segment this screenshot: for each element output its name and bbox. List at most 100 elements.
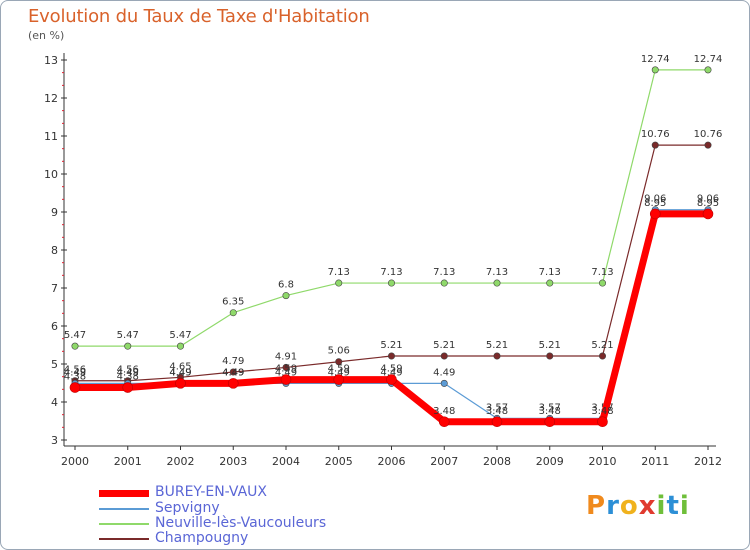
series-point: [597, 416, 608, 428]
series-point: [440, 379, 448, 387]
series-point: [651, 141, 659, 149]
series-point: [333, 374, 345, 385]
series-point: [704, 141, 712, 149]
data-label: 5.06: [328, 346, 350, 357]
x-tick-label: 2000: [61, 455, 89, 468]
series-point: [440, 352, 448, 360]
x-tick-label: 2010: [589, 455, 617, 468]
legend-label: Champougny: [155, 530, 249, 546]
series-line-2: [75, 69, 708, 347]
data-label: 5.21: [539, 340, 561, 351]
data-label: 5.47: [117, 330, 139, 341]
data-label: 4.91: [275, 351, 297, 362]
y-tick-label: 4: [51, 396, 58, 409]
data-label: 3.57: [486, 402, 508, 413]
x-tick-label: 2004: [272, 455, 300, 468]
series-point: [649, 208, 661, 220]
legend-label: BUREY-EN-VAUX: [155, 484, 268, 500]
series-point: [177, 342, 185, 350]
series-point: [335, 279, 343, 287]
series-point: [227, 378, 239, 389]
data-label: 4.38: [117, 372, 139, 383]
series-point: [387, 279, 395, 287]
y-tick-label: 7: [51, 282, 58, 295]
data-label: 7.13: [433, 267, 455, 278]
legend-label: Sepvigny: [155, 500, 220, 516]
data-label: 5.21: [433, 340, 455, 351]
data-label: 8.95: [644, 198, 666, 209]
series-point: [280, 374, 292, 385]
data-label: 7.13: [380, 267, 402, 278]
series-point: [493, 352, 501, 360]
data-label: 3.48: [433, 406, 455, 417]
series-point: [702, 208, 714, 220]
data-label: 3.48: [539, 406, 561, 417]
series-point: [598, 352, 606, 360]
data-label: 7.13: [328, 267, 350, 278]
data-label: 4.49: [169, 367, 191, 378]
series-point: [229, 368, 237, 376]
x-tick-label: 2009: [536, 455, 564, 468]
data-label: 5.47: [64, 330, 86, 341]
data-label: 4.49: [222, 367, 244, 378]
logo-letter: i: [679, 491, 690, 521]
data-label: 5.21: [486, 340, 508, 351]
logo-letter: x: [638, 491, 657, 521]
series-point: [491, 416, 503, 428]
data-label: 3.57: [539, 402, 561, 413]
chart-unit: (en %): [28, 29, 65, 42]
y-tick-label: 3: [51, 434, 58, 447]
data-label: 12.74: [641, 54, 670, 65]
logo-letter: t: [666, 491, 680, 521]
series-point: [598, 279, 606, 287]
data-label: 6.8: [278, 280, 294, 291]
data-label: 4.49: [328, 367, 350, 378]
y-tick-label: 13: [44, 54, 58, 67]
data-label: 4.56: [64, 365, 86, 376]
data-label: 5.21: [591, 340, 613, 351]
data-label: 3.48: [591, 406, 613, 417]
data-label: 9.06: [697, 194, 719, 205]
series-point: [546, 279, 554, 287]
series-point: [175, 378, 186, 389]
x-tick-label: 2001: [114, 455, 142, 468]
x-tick-label: 2005: [325, 455, 353, 468]
series-point: [546, 352, 554, 360]
legend-swatch: [99, 538, 149, 540]
data-label: 4.49: [380, 367, 402, 378]
logo-letter: o: [619, 491, 639, 521]
data-label: 4.49: [117, 367, 139, 378]
data-label: 4.79: [222, 356, 244, 367]
data-label: 4.49: [433, 367, 455, 378]
x-tick-label: 2012: [694, 455, 722, 468]
y-tick-label: 12: [44, 92, 58, 105]
data-label: 7.13: [539, 267, 561, 278]
y-tick-label: 9: [51, 206, 58, 219]
data-label: 10.76: [694, 129, 723, 140]
proxiti-logo: Proxiti: [586, 491, 690, 521]
series-point: [282, 363, 290, 371]
data-label: 4.65: [169, 361, 191, 372]
data-label: 4.49: [64, 367, 86, 378]
data-label: 4.49: [275, 367, 297, 378]
x-tick-label: 2007: [430, 455, 458, 468]
series-point: [335, 358, 343, 366]
data-label: 7.13: [591, 267, 613, 278]
data-label: 3.48: [486, 406, 508, 417]
legend-swatch: [99, 508, 149, 510]
series-point: [493, 279, 501, 287]
data-label: 4.59: [275, 364, 297, 375]
series-point: [122, 382, 134, 393]
logo-letter: r: [606, 491, 620, 521]
data-label: 5.21: [380, 340, 402, 351]
y-tick-label: 11: [44, 130, 58, 143]
y-tick-label: 6: [51, 320, 58, 333]
x-tick-label: 2003: [219, 455, 247, 468]
y-tick-label: 10: [44, 168, 58, 181]
data-label: 9.06: [644, 194, 666, 205]
series-point: [651, 66, 659, 74]
data-label: 5.47: [169, 330, 191, 341]
series-point: [438, 416, 450, 428]
